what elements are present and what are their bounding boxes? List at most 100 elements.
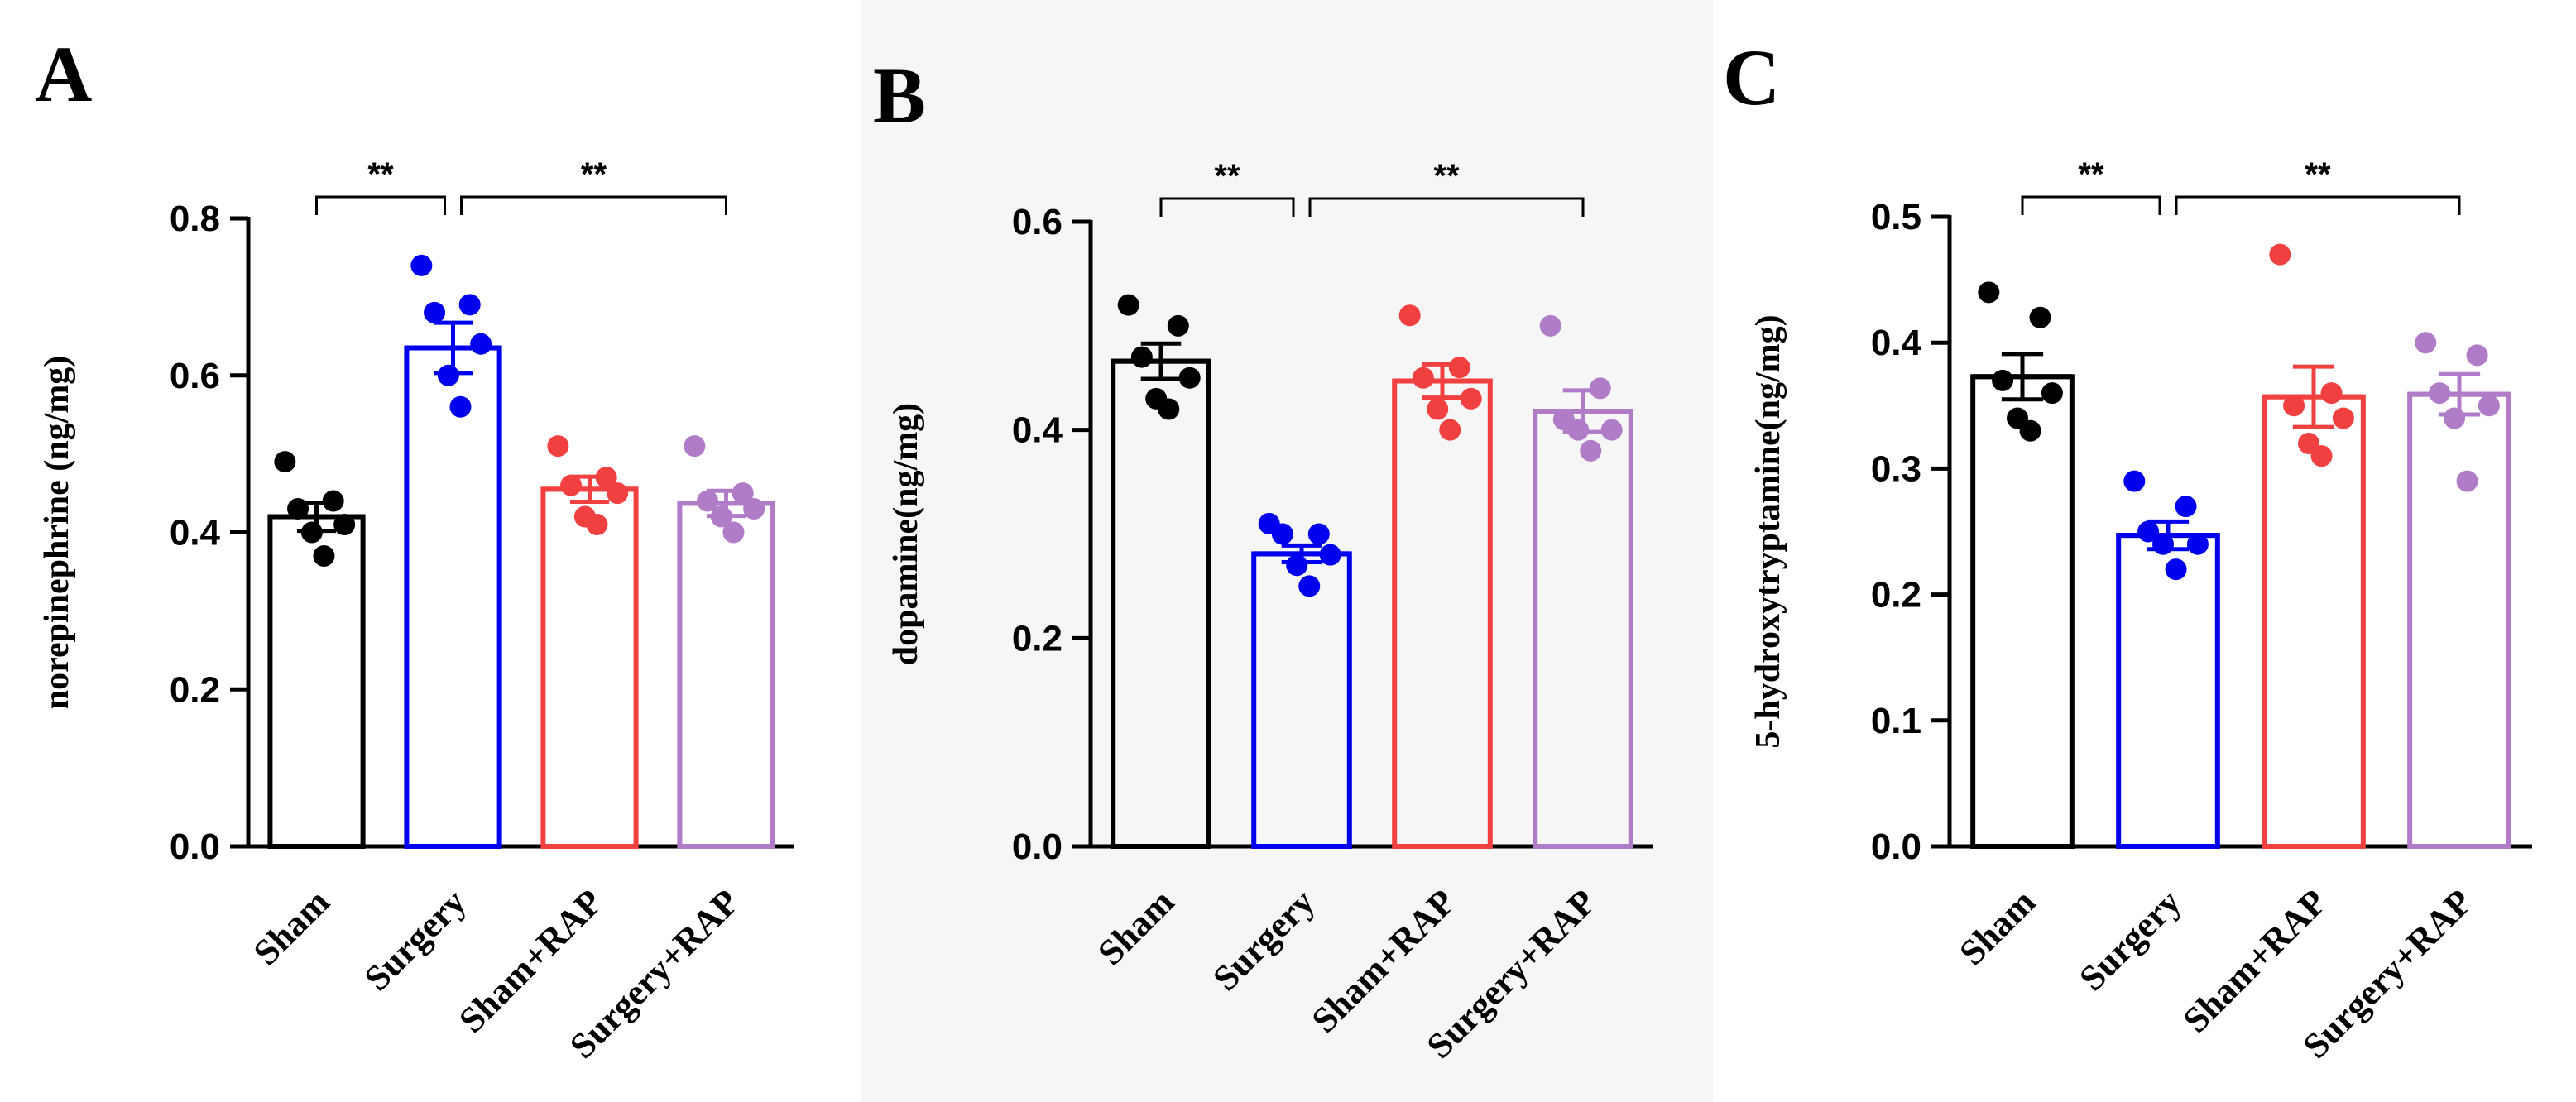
data-point	[2429, 382, 2451, 405]
data-point	[2320, 382, 2343, 405]
data-point	[449, 395, 472, 418]
bar-surgery-rap	[2407, 391, 2511, 849]
data-point	[743, 498, 765, 520]
data-point	[2186, 533, 2209, 555]
data-point	[1460, 387, 1482, 410]
data-point	[1427, 398, 1449, 420]
category-label: Surgery	[357, 881, 474, 999]
significance-bracket	[2175, 195, 2461, 215]
data-point	[1439, 419, 1461, 441]
data-point	[1412, 367, 1434, 389]
data-point	[732, 482, 754, 505]
data-point	[2269, 243, 2291, 266]
bar-surgery	[404, 345, 502, 849]
data-point	[560, 474, 583, 496]
y-tick-label: 0.5	[1871, 197, 1921, 237]
data-point	[1167, 314, 1189, 337]
data-point	[586, 514, 608, 536]
data-point	[2041, 382, 2063, 405]
data-point	[2310, 445, 2333, 467]
panel-a: A 0.0 0.2 0.4 0.6 0.8 norepinephrine (ng/mg) Sh…	[35, 30, 794, 1066]
data-point	[300, 521, 323, 544]
data-point	[322, 490, 344, 512]
data-point	[2444, 407, 2466, 429]
data-point	[1178, 367, 1201, 389]
data-point	[595, 467, 617, 489]
category-label: Sham	[246, 881, 338, 973]
data-point	[2137, 520, 2160, 543]
y-tick-label: 0.4	[1012, 410, 1063, 451]
y-axis-label: norepinephrine (ng/mg)	[38, 356, 76, 709]
category-label: Sham	[1951, 881, 2043, 973]
significance-bracket	[315, 195, 446, 215]
y-axis-label: 5-hydroxytryptamine(ng/mg)	[1749, 314, 1787, 748]
y-tick-label: 0.1	[1871, 701, 1921, 741]
significance-bracket	[1159, 197, 1295, 217]
y-tick-label: 0.8	[170, 199, 220, 239]
data-point	[1307, 523, 1330, 545]
data-point	[2123, 470, 2146, 492]
panel-c: C 0.0 0.1 0.2 0.3 0.4 0.5 5-hydroxytryptamine(n…	[1723, 33, 2532, 1066]
y-tick-label: 0.0	[1012, 826, 1063, 867]
data-point	[1158, 398, 1180, 420]
y-tick-label: 0.2	[1012, 618, 1063, 659]
data-point	[547, 435, 569, 458]
panel-b-background	[861, 0, 1713, 1102]
significance-label: **	[2305, 156, 2331, 193]
significance-bracket	[2021, 195, 2161, 215]
panel-letter: B	[873, 51, 926, 140]
data-point	[722, 521, 745, 544]
data-point	[458, 294, 481, 316]
panel-letter: C	[1723, 33, 1780, 122]
data-point	[1117, 294, 1139, 316]
data-point	[2283, 395, 2305, 417]
significance-bracket	[1308, 197, 1585, 217]
significance-label: **	[2078, 156, 2104, 193]
data-point	[1130, 346, 1153, 368]
significance-bracket	[460, 195, 727, 215]
significance-label: **	[1433, 158, 1460, 194]
data-point	[710, 505, 732, 528]
data-point	[2415, 332, 2437, 354]
significance-label: **	[1214, 158, 1240, 194]
data-point	[2029, 306, 2051, 328]
data-point	[2332, 407, 2354, 429]
data-point	[410, 254, 433, 276]
data-point	[470, 333, 492, 355]
bar-sham-rap	[540, 486, 639, 849]
bar-sham	[267, 514, 366, 850]
y-axis-label: dopamine(ng/mg)	[887, 403, 925, 665]
data-point	[1286, 554, 1308, 577]
data-point	[437, 364, 459, 386]
significance-label: **	[581, 156, 607, 193]
y-tick-label: 0.2	[1871, 575, 1921, 616]
data-point	[274, 451, 296, 473]
data-point	[333, 514, 356, 536]
data-point	[1319, 544, 1341, 566]
y-tick-label: 0.3	[1871, 448, 1921, 489]
bar-surgery	[2116, 533, 2220, 849]
data-point	[2175, 496, 2197, 518]
y-tick-label: 0.6	[1012, 202, 1063, 242]
data-point	[2165, 558, 2187, 581]
data-point	[2478, 395, 2500, 417]
data-point	[424, 301, 446, 323]
data-point	[1992, 369, 2014, 391]
data-point	[607, 482, 629, 505]
y-tick-label: 0.6	[170, 356, 220, 396]
data-point	[2019, 419, 2041, 442]
data-point	[1978, 281, 2000, 304]
data-point	[1600, 419, 1623, 441]
panel-letter: A	[35, 30, 92, 118]
data-point	[1298, 575, 1321, 597]
data-point	[1448, 357, 1470, 379]
data-point	[313, 544, 335, 567]
data-point	[287, 498, 309, 520]
y-tick-label: 0.0	[170, 826, 220, 867]
category-label: Sham+RAP	[2175, 881, 2334, 1040]
data-point	[1580, 439, 1602, 462]
y-tick-label: 0.4	[1871, 323, 1922, 363]
data-point	[1539, 314, 1561, 337]
data-point	[2466, 344, 2488, 367]
